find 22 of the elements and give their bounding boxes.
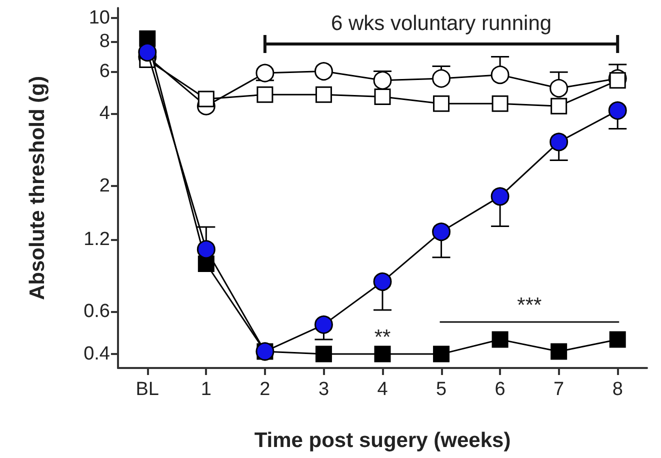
y-axis-title: Absolute threshold (g) [26, 76, 49, 300]
y-tick-label: 1.2 [84, 228, 110, 250]
x-tick-label: 2 [260, 379, 270, 400]
x-axis-title: Time post sugery (weeks) [254, 429, 511, 452]
y-tick-label: 0.4 [84, 344, 110, 365]
x-tick-label: 3 [318, 379, 330, 400]
x-tick-label: 1 [200, 379, 212, 400]
y-tick-label: 4 [99, 103, 110, 124]
x-tick-label: 5 [436, 379, 447, 400]
x-tick-label: 6 [494, 379, 506, 400]
annotation: ** [374, 326, 391, 349]
y-tick-label: 2 [99, 176, 110, 197]
x-tick-label: 4 [377, 379, 388, 400]
x-tick-label: 8 [612, 379, 623, 400]
y-tick-label: 6 [99, 60, 110, 82]
annotation: 6 wks voluntary running [330, 12, 552, 35]
x-tick-label: BL [136, 379, 160, 400]
x-tick-label: 7 [554, 379, 564, 400]
y-tick-label: 10 [88, 7, 110, 28]
y-tick-label: 0.6 [84, 301, 110, 322]
y-tick-label: 8 [99, 30, 110, 52]
annotation: *** [517, 294, 542, 317]
